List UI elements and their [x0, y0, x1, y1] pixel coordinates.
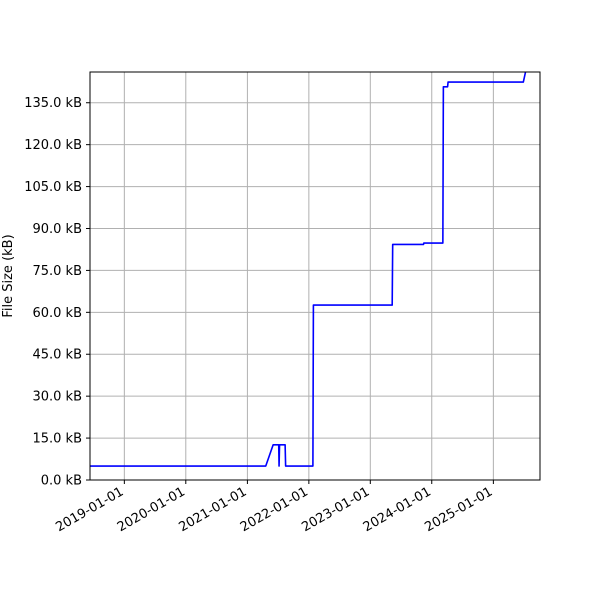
y-tick-label: 135.0 kB: [24, 96, 82, 111]
y-tick-label: 120.0 kB: [24, 138, 82, 153]
y-tick-label: 105.0 kB: [24, 180, 82, 195]
y-tick-label: 30.0 kB: [32, 390, 82, 405]
y-axis-title: File Size (kB): [1, 234, 16, 317]
y-tick-label: 90.0 kB: [32, 222, 82, 237]
y-tick-label: 60.0 kB: [32, 306, 82, 321]
series-line: [90, 71, 527, 467]
y-tick-label: 15.0 kB: [32, 432, 82, 447]
series-layer: [90, 71, 527, 467]
plot-frame: [89, 71, 541, 481]
y-tick-label: 75.0 kB: [32, 264, 82, 279]
y-axis: 0.0 kB 15.0 kB 30.0 kB 45.0 kB 60.0 kB 75.0 k…: [24, 96, 90, 489]
grid-lines: [90, 72, 540, 481]
y-tick-label: 45.0 kB: [32, 348, 82, 363]
y-tick-label: 0.0 kB: [41, 474, 82, 489]
